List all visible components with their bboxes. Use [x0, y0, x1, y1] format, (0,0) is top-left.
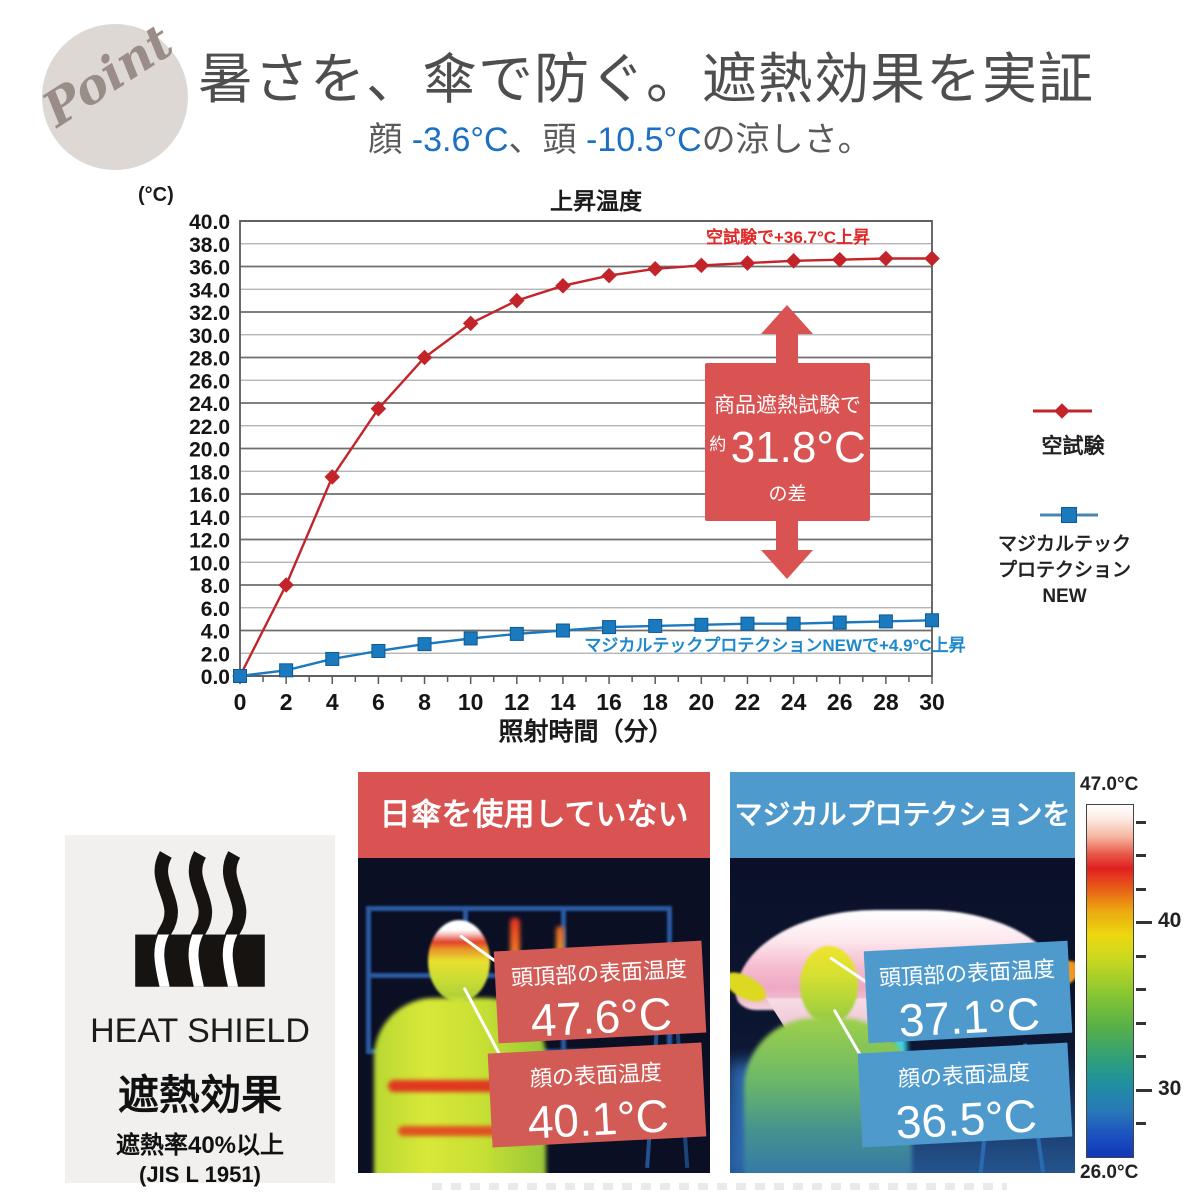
thermal-color-scale: 47.0°C 30 40 26.0°C: [1080, 774, 1182, 1183]
thermal-person-head: [428, 920, 490, 1002]
thermal-left-header: 日傘を使用していない: [358, 772, 710, 858]
svg-text:36.0: 36.0: [189, 257, 230, 280]
svg-text:30.0: 30.0: [189, 325, 230, 348]
svg-text:40.0: 40.0: [189, 211, 230, 234]
svg-text:6.0: 6.0: [201, 598, 230, 621]
svg-text:12: 12: [504, 689, 530, 715]
svg-text:26.0: 26.0: [189, 370, 230, 393]
label-face-temp-no-parasol: 顔の表面温度 40.1°C: [487, 1042, 707, 1149]
svg-text:26: 26: [827, 689, 853, 715]
svg-text:0: 0: [234, 689, 247, 715]
thermal-body-hot-streak: [388, 1080, 518, 1092]
svg-text:14.0: 14.0: [189, 507, 230, 530]
label-face-temp-with-parasol: 顔の表面温度 36.5°C: [857, 1042, 1073, 1149]
svg-text:30: 30: [919, 689, 945, 715]
label-head-temp-with-parasol: 頭頂部の表面温度 37.1°C: [863, 940, 1073, 1047]
x-axis-label: 照射時間（分）: [498, 718, 674, 746]
svg-text:マジカルテックプロテクションNEWで+4.9°C上昇: マジカルテックプロテクションNEWで+4.9°C上昇: [584, 635, 965, 655]
diff-approx: 約: [709, 435, 727, 454]
heat-shield-title: HEAT SHIELD: [90, 1012, 310, 1050]
svg-text:12.0: 12.0: [189, 530, 230, 553]
label-head-temp-no-parasol: 頭頂部の表面温度 47.6°C: [493, 940, 707, 1047]
thermal-panel-with-parasol: マジカルプロテクションを使用 頭頂部の表面温度 37.1°C 顔の表面温度 36…: [730, 772, 1075, 1173]
thermal-person-head: [800, 946, 858, 1024]
svg-text:空試験で+36.7°C上昇: 空試験で+36.7°C上昇: [706, 227, 870, 247]
diff-value: 31.8°C: [730, 423, 866, 472]
thermal-image-with-parasol: 頭頂部の表面温度 37.1°C 顔の表面温度 36.5°C: [730, 858, 1075, 1173]
svg-text:8.0: 8.0: [201, 575, 230, 598]
diff-callout-line1: 商品遮熱試験で: [714, 394, 861, 417]
svg-text:4: 4: [326, 689, 339, 715]
legend-label-control: 空試験: [1041, 435, 1105, 458]
diff-callout-line2: の差: [768, 484, 807, 505]
subtitle-suffix: の涼しさ。: [701, 121, 872, 159]
svg-text:32.0: 32.0: [189, 302, 230, 325]
svg-text:22.0: 22.0: [189, 416, 230, 439]
svg-text:20: 20: [689, 689, 715, 715]
cropped-caption-remnant: [432, 1183, 1007, 1190]
scale-max-label: 47.0°C: [1080, 774, 1139, 795]
subtitle-head-delta: -10.5°C: [586, 121, 702, 159]
subtitle-prefix: 顔: [368, 121, 412, 159]
page-subtitle: 顔 -3.6°C、頭 -10.5°Cの涼しさ。: [180, 112, 1060, 161]
chart-title: 上昇温度: [550, 188, 642, 214]
svg-text:14: 14: [550, 689, 576, 715]
svg-text:22: 22: [735, 689, 761, 715]
svg-text:4.0: 4.0: [201, 621, 230, 644]
subtitle-mid: 、頭: [508, 121, 586, 159]
svg-text:10: 10: [458, 689, 484, 715]
thermal-right-header: マジカルプロテクションを使用: [730, 772, 1075, 916]
heat-shield-effect: 遮熱効果: [118, 1072, 282, 1118]
svg-text:2.0: 2.0: [201, 643, 230, 666]
y-axis-unit: (°C): [138, 184, 174, 206]
svg-text:34.0: 34.0: [189, 279, 230, 302]
heat-shield-rate: 遮熱率40%以上: [115, 1132, 285, 1159]
svg-text:18.0: 18.0: [189, 461, 230, 484]
svg-text:38.0: 38.0: [189, 234, 230, 257]
point-badge-circle: [42, 24, 188, 170]
svg-text:20.0: 20.0: [189, 439, 230, 462]
heat-shield-badge: HEAT SHIELD 遮熱効果 遮熱率40%以上 (JIS L 1951): [65, 835, 335, 1187]
legend-label-product: マジカルテック プロテクション NEW: [997, 534, 1131, 607]
heat-shield-steam-icon: [135, 851, 265, 987]
scale-min-label: 26.0°C: [1080, 1162, 1139, 1183]
thermal-image-no-parasol: 頭頂部の表面温度 47.6°C 顔の表面温度 40.1°C: [358, 858, 710, 1173]
svg-text:10.0: 10.0: [189, 552, 230, 575]
svg-text:16.0: 16.0: [189, 484, 230, 507]
svg-text:6: 6: [372, 689, 385, 715]
svg-text:18: 18: [642, 689, 668, 715]
subtitle-face-delta: -3.6°C: [411, 121, 509, 159]
scale-gradient-bar: [1086, 804, 1134, 1158]
temperature-diff-callout: 商品遮熱試験で 約 31.8°C の差: [705, 305, 870, 579]
svg-text:28: 28: [873, 689, 899, 715]
heat-shield-standard: (JIS L 1951): [139, 1162, 261, 1187]
svg-text:0.0: 0.0: [201, 666, 230, 689]
svg-text:8: 8: [418, 689, 431, 715]
page-title: 暑さを、傘で防ぐ。遮熱効果を実証: [198, 48, 1095, 110]
svg-text:2: 2: [280, 689, 293, 715]
thermal-body-hot-streak: [398, 1126, 516, 1136]
svg-text:16: 16: [596, 689, 622, 715]
temperature-line-chart: 0.02.04.06.08.010.012.014.016.018.020.02…: [189, 211, 1098, 715]
svg-text:28.0: 28.0: [189, 348, 230, 371]
svg-text:24: 24: [781, 689, 807, 715]
thermal-panel-no-parasol: 日傘を使用していない 頭頂部の表面温度 47.6°C 顔の表面温度 40.1°C: [358, 772, 710, 1173]
svg-text:24.0: 24.0: [189, 393, 230, 416]
